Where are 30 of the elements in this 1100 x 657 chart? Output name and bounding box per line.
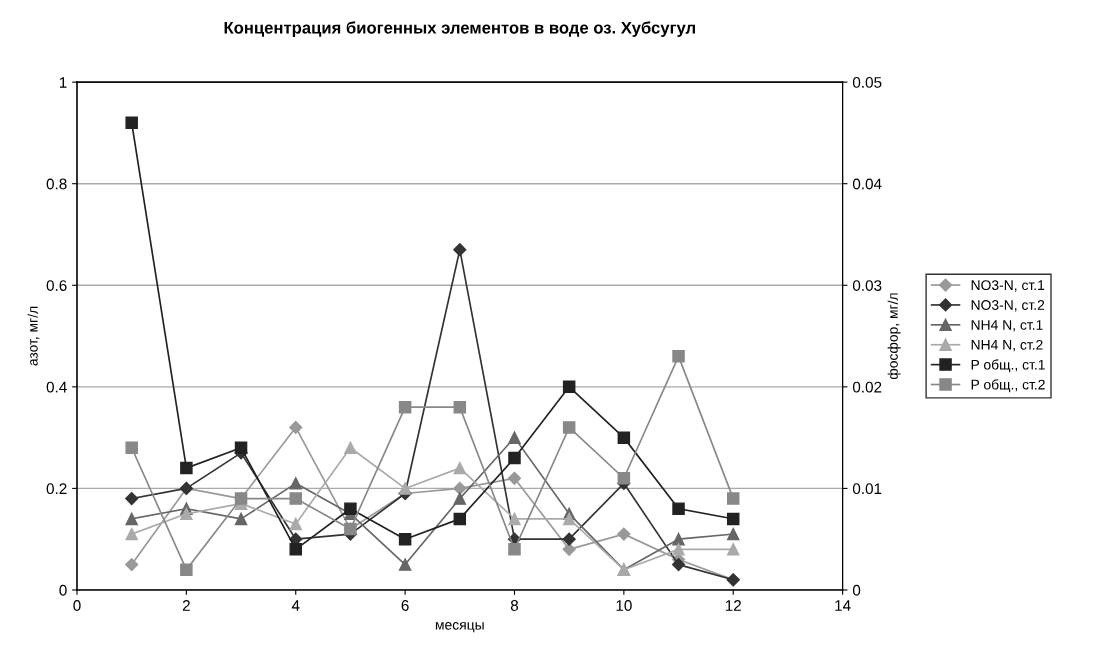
x-axis-title: месяцы [435,622,484,633]
chart-title: Концентрация биогенных элементов в воде оз. Хубсугул [224,21,695,37]
legend-label: NH4 N, ст.2 [971,339,1043,352]
y-tick-label: 0.6 [46,280,67,291]
y-tick-label: 0.4 [46,381,67,393]
y2-tick-label: 0.04 [852,178,882,190]
x-tick-label: 2 [182,600,190,611]
y2-tick-label: 0.05 [852,76,882,88]
x-tick-label: 6 [401,600,409,611]
x-tick-label: 10 [616,600,632,611]
y2-tick-label: 0 [852,584,861,596]
y2-tick-label: 0.01 [852,483,882,495]
x-tick-label: 12 [725,600,741,611]
legend-label: NO3-N, ст.1 [971,280,1045,292]
x-tick-label: 14 [835,600,851,611]
y-tick-label: 0.2 [46,483,67,495]
y-axis-title: азот, мг/л [27,306,40,366]
x-tick-label: 8 [510,600,519,611]
x-tick-label: 4 [291,600,300,611]
legend-label: P общ., ст.2 [971,379,1045,393]
y2-axis-title: фосфор, мг/л [887,293,901,380]
legend-label: P общ., ст.1 [971,359,1045,373]
y-tick-label: 0 [59,584,67,596]
y-tick-label: 0.8 [46,178,67,190]
y2-tick-label: 0.03 [852,280,882,291]
y-tick-label: 1 [59,77,67,88]
x-tick-label: 0 [73,600,81,611]
legend-label: NO3-N, ст.2 [971,300,1045,312]
y2-tick-label: 0.02 [852,381,882,393]
legend-label: NH4 N, ст.1 [971,320,1043,332]
